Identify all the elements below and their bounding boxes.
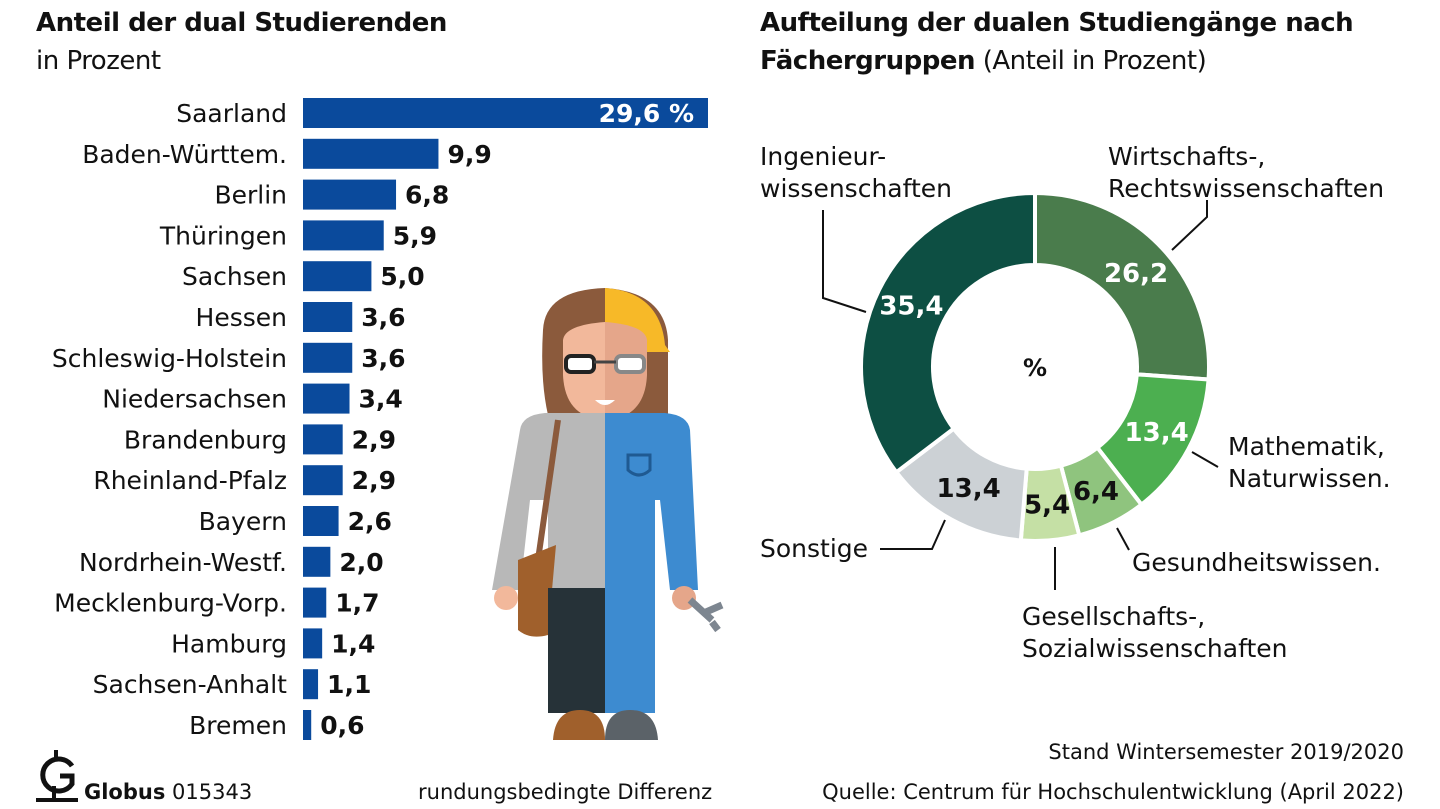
bar-category-label: Brandenburg — [124, 425, 287, 454]
donut-value-label: 35,4 — [879, 292, 943, 322]
graphic-code: 015343 — [172, 780, 253, 804]
bar-category-label: Sachsen-Anhalt — [93, 670, 288, 699]
bar-value-label: 0,6 — [320, 711, 364, 740]
leader-line — [1171, 200, 1208, 251]
bar-chart: Saarland 29,6 % Baden-Württem. 9,9 Berlin 6,8… — [52, 98, 708, 740]
bar-category-label: Hamburg — [171, 629, 287, 658]
bar — [303, 506, 339, 536]
bar-category-label: Bayern — [199, 507, 287, 536]
bar-category-label: Bremen — [189, 711, 287, 740]
bar — [303, 710, 312, 740]
bar-category-label: Sachsen — [182, 262, 287, 291]
rounding-note: rundungsbedingte Differenz — [418, 780, 713, 804]
bar-value-label: 2,9 — [352, 466, 396, 495]
bar-value-label: 3,6 — [361, 344, 405, 373]
donut-chart-title: Aufteilung der dualen Studiengänge nach — [760, 8, 1354, 38]
donut-category-label: Rechtswissenschaften — [1108, 174, 1384, 203]
bar — [303, 302, 353, 332]
bar-value-label: 9,9 — [447, 140, 491, 169]
glasses-right — [614, 354, 646, 374]
bar-category-label: Baden-Württem. — [82, 140, 287, 169]
donut-value-label: 13,4 — [937, 474, 1001, 504]
bar-value-label: 6,8 — [405, 181, 449, 210]
bar — [303, 465, 343, 496]
globus-credit: Globus 015343 — [84, 780, 252, 804]
leader-line — [822, 210, 867, 313]
donut-slice — [859, 190, 1037, 475]
stand-note: Stand Wintersemester 2019/2020 — [1048, 740, 1404, 764]
bar — [303, 220, 384, 251]
donut-title-bold: Fächergruppen — [760, 46, 975, 76]
bar-chart-title: Anteil der dual Studierenden — [36, 8, 447, 38]
globus-brand: Globus — [84, 780, 166, 804]
donut-center-label: % — [1023, 354, 1047, 382]
bar-value-label: 3,6 — [361, 303, 405, 332]
wrench-icon — [687, 597, 724, 633]
bar-value-label: 29,6 % — [599, 99, 694, 128]
donut-value-label: 26,2 — [1104, 259, 1168, 289]
donut-chart: 26,2 Wirtschafts-, Rechtswissenschaften 13,… — [760, 142, 1391, 663]
bar-value-label: 2,0 — [339, 548, 383, 577]
bar — [303, 98, 708, 128]
donut-category-label: Naturwissen. — [1228, 464, 1391, 493]
bar — [303, 138, 439, 169]
donut-slice — [1033, 190, 1211, 382]
bar-value-label: 5,9 — [393, 221, 437, 250]
bar — [303, 628, 323, 659]
bar-value-label: 2,6 — [348, 507, 392, 536]
source-note: Quelle: Centrum für Hochschulentwicklung… — [822, 780, 1404, 804]
student-worker-illustration — [492, 288, 724, 740]
bar-value-label: 1,4 — [331, 629, 375, 658]
bar-value-label: 1,1 — [327, 670, 371, 699]
bar-category-label: Mecklenburg-Vorp. — [54, 589, 287, 618]
donut-value-label: 13,4 — [1125, 418, 1189, 448]
bar — [303, 342, 353, 373]
leader-line — [880, 519, 946, 550]
bar-category-label: Niedersachsen — [102, 385, 287, 414]
donut-category-label: wissenschaften — [760, 174, 952, 203]
globus-logo-icon — [36, 750, 78, 802]
leader-line — [1116, 527, 1130, 551]
donut-value-label: 5,4 — [1024, 490, 1070, 520]
bar — [303, 424, 343, 455]
bar-chart-subtitle: in Prozent — [36, 46, 161, 76]
donut-chart-title-line2: Fächergruppen (Anteil in Prozent) — [760, 46, 1207, 76]
bar-category-label: Nordrhein-Westf. — [79, 548, 287, 577]
donut-title-suffix: (Anteil in Prozent) — [982, 46, 1207, 76]
bar-category-label: Saarland — [176, 99, 287, 128]
leader-line — [1191, 451, 1219, 468]
bar — [303, 546, 331, 577]
bar-category-label: Hessen — [196, 303, 287, 332]
bar-category-label: Schleswig-Holstein — [52, 344, 287, 373]
overall — [605, 413, 698, 590]
bar-category-label: Berlin — [214, 181, 287, 210]
bag-shape — [518, 545, 556, 637]
donut-value-label: 6,4 — [1073, 477, 1119, 507]
bar — [303, 179, 397, 210]
donut-category-label: Gesundheitswissen. — [1132, 548, 1381, 577]
donut-category-label: Sozialwissenschaften — [1022, 634, 1288, 663]
glasses-left — [564, 354, 596, 374]
bar-value-label: 5,0 — [380, 262, 424, 291]
bar — [303, 383, 350, 414]
bar-value-label: 3,4 — [359, 385, 403, 414]
bar-category-label: Rheinland-Pfalz — [93, 466, 287, 495]
donut-category-label: Ingenieur- — [760, 142, 886, 171]
bar-value-label: 2,9 — [352, 425, 396, 454]
bar — [303, 261, 372, 292]
donut-category-label: Wirtschafts-, — [1108, 142, 1265, 171]
bar-category-label: Thüringen — [159, 221, 287, 250]
donut-category-label: Sonstige — [760, 534, 868, 563]
bar — [303, 587, 327, 618]
donut-category-label: Gesellschafts-, — [1022, 602, 1205, 631]
bar-value-label: 1,7 — [335, 589, 379, 618]
donut-category-label: Mathematik, — [1228, 432, 1385, 461]
bar — [303, 669, 319, 700]
